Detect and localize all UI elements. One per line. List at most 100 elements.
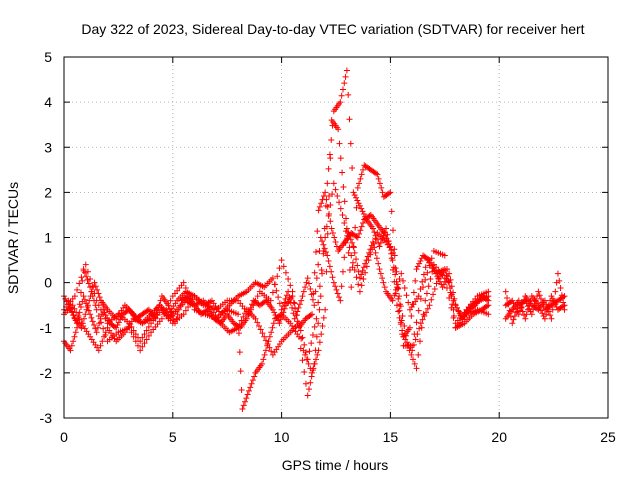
- data-point: [484, 303, 491, 310]
- data-point: [118, 313, 125, 320]
- data-point: [291, 300, 298, 307]
- data-point: [248, 380, 255, 387]
- data-point: [372, 232, 379, 239]
- data-point: [309, 367, 316, 374]
- data-point: [543, 301, 550, 308]
- data-point: [243, 315, 250, 322]
- data-point: [342, 239, 349, 246]
- data-point: [275, 294, 282, 301]
- data-point: [80, 293, 87, 300]
- data-point: [315, 207, 322, 214]
- x-axis-label: GPS time / hours: [282, 457, 389, 473]
- data-point: [343, 67, 350, 74]
- data-point: [455, 308, 462, 315]
- data-point: [249, 301, 256, 308]
- data-point: [369, 225, 376, 232]
- data-point: [268, 348, 275, 355]
- data-point: [185, 303, 192, 310]
- data-point: [328, 137, 335, 144]
- data-point: [358, 282, 365, 289]
- data-point: [81, 269, 88, 276]
- data-point: [324, 252, 331, 259]
- data-point: [309, 311, 316, 318]
- data-point: [145, 323, 152, 330]
- data-point: [406, 347, 413, 354]
- data-point: [422, 264, 429, 271]
- data-point: [360, 211, 367, 218]
- data-point: [139, 334, 146, 341]
- data-point: [331, 234, 338, 241]
- data-point: [339, 268, 346, 275]
- data-point: [374, 171, 381, 178]
- data-point: [341, 198, 348, 205]
- data-point: [81, 315, 88, 322]
- x-tick-label: 5: [169, 429, 177, 445]
- data-point: [355, 281, 362, 288]
- data-point: [356, 180, 363, 187]
- data-point: [376, 180, 383, 187]
- data-point: [91, 322, 98, 329]
- data-point: [321, 245, 328, 252]
- data-point: [396, 276, 403, 283]
- data-point: [439, 284, 446, 291]
- data-point: [91, 279, 98, 286]
- x-tick-label: 25: [600, 429, 616, 445]
- data-point: [522, 315, 529, 322]
- data-point: [326, 192, 333, 199]
- data-point: [312, 248, 319, 255]
- data-point: [393, 278, 400, 285]
- data-point: [336, 140, 343, 147]
- data-point: [76, 301, 83, 308]
- data-point: [364, 253, 371, 260]
- data-point: [549, 306, 556, 313]
- data-point: [345, 249, 352, 256]
- data-point: [187, 295, 194, 302]
- data-point: [319, 238, 326, 245]
- x-tick-label: 20: [491, 429, 507, 445]
- data-point: [318, 200, 325, 207]
- data-point: [329, 229, 336, 236]
- data-point: [373, 170, 380, 177]
- data-point: [413, 365, 420, 372]
- data-point: [381, 284, 388, 291]
- data-point: [319, 270, 326, 277]
- data-point: [99, 338, 106, 345]
- data-point: [342, 73, 349, 80]
- data-point: [393, 286, 400, 293]
- data-point: [315, 320, 322, 327]
- data-point: [285, 288, 292, 295]
- data-point: [97, 342, 104, 349]
- data-point: [355, 268, 362, 275]
- data-point: [329, 274, 336, 281]
- data-point: [308, 291, 315, 298]
- data-point: [115, 319, 122, 326]
- data-point: [312, 288, 319, 295]
- data-point: [245, 311, 252, 318]
- data-point: [373, 236, 380, 243]
- data-point: [278, 257, 285, 264]
- data-point: [359, 166, 366, 173]
- data-point: [128, 329, 135, 336]
- data-point: [360, 276, 367, 283]
- data-point: [443, 272, 450, 279]
- data-point: [315, 261, 322, 268]
- data-point: [307, 379, 314, 386]
- data-point: [262, 337, 269, 344]
- data-point: [343, 215, 350, 222]
- data-point: [420, 311, 427, 318]
- data-point: [301, 368, 308, 375]
- data-point: [87, 293, 94, 300]
- data-point: [70, 312, 77, 319]
- data-point: [322, 248, 329, 255]
- data-point: [349, 264, 356, 271]
- data-point: [366, 249, 373, 256]
- data-point: [417, 257, 424, 264]
- data-point: [404, 342, 411, 349]
- data-point: [259, 360, 266, 367]
- y-tick-label: 5: [44, 49, 52, 65]
- data-point: [391, 246, 398, 253]
- y-tick-label: -3: [40, 410, 53, 426]
- data-point: [353, 233, 360, 240]
- data-point: [134, 342, 141, 349]
- data-point: [333, 243, 340, 250]
